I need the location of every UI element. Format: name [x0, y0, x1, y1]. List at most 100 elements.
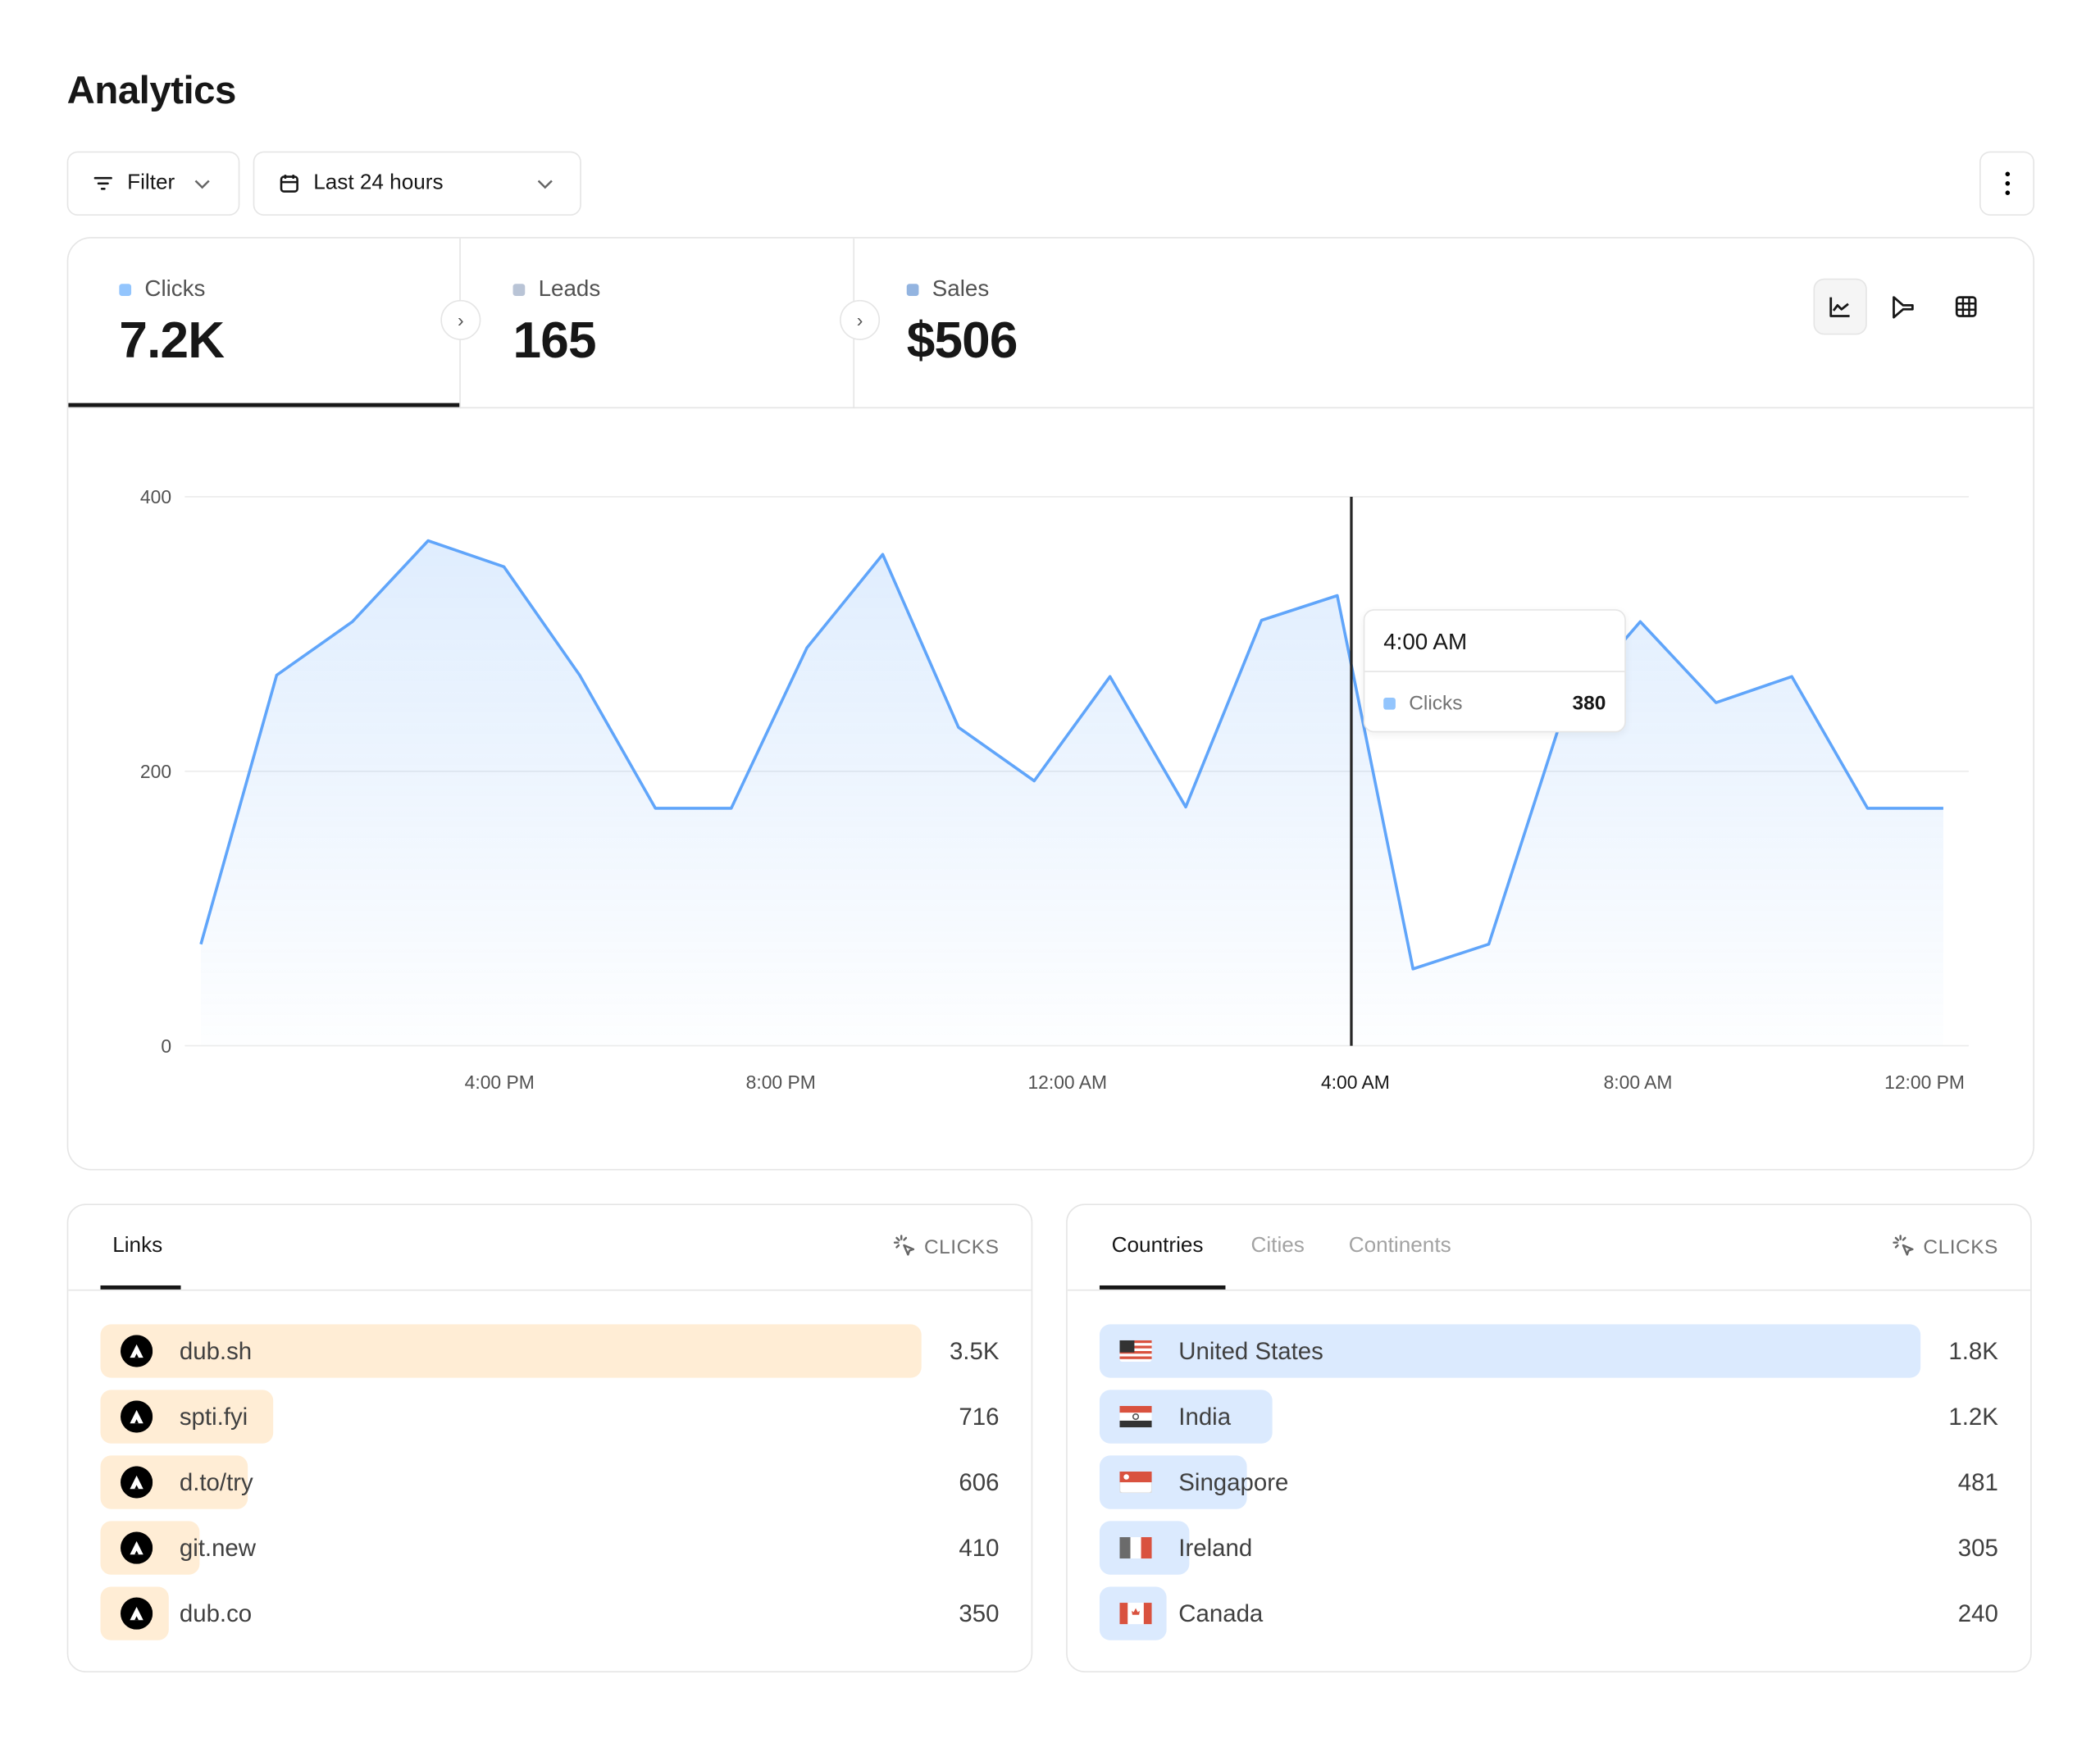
item-name: git.new — [179, 1534, 257, 1562]
x-tick-label: 8:00 PM — [746, 1071, 816, 1093]
active-tab-indicator — [100, 1285, 181, 1290]
item-count: 716 — [959, 1403, 1000, 1431]
flag-us-icon — [1119, 1340, 1152, 1363]
chevron-right-icon: › — [840, 299, 881, 340]
x-tick-label: 4:00 PM — [465, 1071, 535, 1093]
link-favicon-icon — [120, 1531, 153, 1564]
stat-tab-sales[interactable]: Sales $506 — [854, 239, 1390, 408]
sales-color-swatch — [906, 283, 919, 296]
funnel-icon — [1893, 296, 1914, 319]
line-chart-view-button[interactable] — [1813, 278, 1867, 335]
chevron-down-icon — [537, 180, 553, 189]
flag-sg-icon — [1119, 1471, 1152, 1494]
tooltip-swatch — [1383, 697, 1396, 710]
links-panel: Links CLICKS dub.sh 3.5K spti.fyi 716 d.to/t… — [66, 1203, 1033, 1672]
page-title: Analytics — [66, 69, 237, 113]
share-bar — [1099, 1324, 1921, 1378]
more-vertical-icon — [2004, 171, 2010, 195]
item-name: Canada — [1178, 1599, 1264, 1627]
item-name: dub.co — [179, 1599, 253, 1627]
list-item[interactable]: dub.co 350 — [100, 1586, 999, 1640]
list-item[interactable]: Singapore 481 — [1099, 1455, 1998, 1509]
x-tick-label: 8:00 AM — [1604, 1071, 1673, 1093]
list-item[interactable]: spti.fyi 716 — [100, 1390, 1000, 1444]
x-tick-label: 12:00 PM — [1884, 1071, 1965, 1093]
item-count: 606 — [959, 1468, 1000, 1496]
flag-ie-icon — [1119, 1537, 1152, 1559]
item-name: Ireland — [1178, 1534, 1253, 1562]
item-name: spti.fyi — [179, 1403, 248, 1431]
tab-links[interactable]: Links — [112, 1234, 163, 1258]
stat-label: Sales — [932, 275, 990, 302]
flag-ca-icon — [1119, 1603, 1152, 1625]
item-name: d.to/try — [179, 1468, 253, 1496]
active-tab-indicator — [1099, 1285, 1226, 1290]
line-chart-icon — [1829, 297, 1850, 317]
tab-cities[interactable]: Cities — [1250, 1234, 1305, 1258]
chevron-down-icon — [194, 180, 209, 189]
table-view-button[interactable] — [1939, 279, 1993, 335]
list-item[interactable]: United States 1.8K — [1099, 1324, 1998, 1378]
stat-value: 165 — [512, 313, 597, 370]
tab-continents[interactable]: Continents — [1348, 1234, 1451, 1258]
item-count: 1.2K — [1948, 1403, 1998, 1431]
date-range-select[interactable]: Last 24 hours — [253, 151, 581, 216]
series-line-clicks — [199, 539, 1943, 971]
list-item[interactable]: Ireland 305 — [1099, 1521, 1998, 1575]
item-count: 3.5K — [949, 1337, 1000, 1365]
active-tab-indicator — [68, 403, 460, 407]
chart-tooltip: 4:00 AM Clicks 380 — [1363, 609, 1626, 733]
funnel-view-button[interactable] — [1876, 279, 1929, 335]
item-name: India — [1178, 1403, 1232, 1431]
item-name: United States — [1178, 1337, 1323, 1365]
list-item[interactable]: Canada 240 — [1099, 1586, 1998, 1640]
cursor-click-icon — [1893, 1235, 1914, 1256]
chevron-right-icon: › — [440, 299, 481, 340]
clicks-area-chart[interactable]: 0 200 400 4:00 PM 8:00 PM 12:00 AM 4:00 AM 8:00… — [0, 0, 2100, 1178]
flag-in-icon — [1119, 1405, 1152, 1428]
item-count: 1.8K — [1948, 1337, 1998, 1365]
item-count: 410 — [959, 1534, 1000, 1562]
y-tick-label: 0 — [161, 1035, 171, 1057]
link-favicon-icon — [120, 1335, 153, 1367]
x-tick-label: 12:00 AM — [1027, 1071, 1107, 1093]
list-item[interactable]: dub.sh 3.5K — [100, 1324, 1000, 1378]
countries-panel: Countries Cities Continents CLICKS Unite… — [1066, 1203, 2032, 1672]
clicks-column-label: CLICKS — [893, 1235, 999, 1258]
share-bar — [100, 1324, 922, 1378]
tab-countries[interactable]: Countries — [1111, 1234, 1204, 1258]
item-count: 350 — [959, 1599, 1000, 1627]
y-tick-label: 400 — [140, 486, 171, 507]
link-favicon-icon — [120, 1597, 153, 1630]
calendar-icon — [280, 175, 298, 193]
area-fill — [200, 540, 1943, 1046]
link-favicon-icon — [120, 1466, 153, 1499]
y-tick-label: 200 — [140, 761, 171, 782]
clicks-column-label: CLICKS — [1893, 1235, 1998, 1258]
link-favicon-icon — [120, 1400, 153, 1433]
item-count: 240 — [1957, 1599, 1998, 1627]
item-count: 305 — [1957, 1534, 1998, 1562]
x-tick-label: 4:00 AM — [1321, 1071, 1390, 1093]
table-icon — [1955, 296, 1977, 317]
stat-value: $506 — [906, 313, 1018, 370]
cursor-click-icon — [893, 1235, 915, 1256]
tooltip-title: 4:00 AM — [1383, 629, 1468, 655]
analytics-card: Clicks 7.2K › Leads 165 › Sales $506 — [66, 237, 2034, 1171]
divider — [68, 407, 2034, 409]
item-name: Singapore — [1178, 1468, 1289, 1496]
stat-label: Leads — [538, 275, 601, 302]
item-name: dub.sh — [179, 1337, 253, 1365]
list-item[interactable]: git.new 410 — [100, 1521, 1000, 1575]
filter-button[interactable]: Filter — [66, 151, 240, 216]
more-options-button[interactable] — [1979, 151, 2034, 216]
list-item[interactable]: d.to/try 606 — [100, 1455, 1000, 1509]
stat-label: Clicks — [144, 275, 206, 302]
stat-tab-leads[interactable]: Leads 165 — [461, 238, 855, 409]
tooltip-value: 380 — [1572, 692, 1606, 716]
list-item[interactable]: India 1.2K — [1099, 1390, 1998, 1444]
leads-color-swatch — [512, 283, 526, 296]
tooltip-series: Clicks — [1409, 692, 1463, 716]
filter-label: Filter — [127, 171, 175, 194]
